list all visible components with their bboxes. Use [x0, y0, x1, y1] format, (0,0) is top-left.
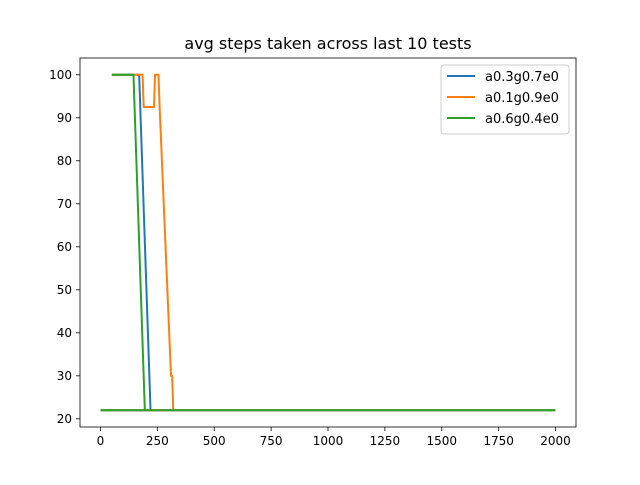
x-tick-label: 1750	[483, 434, 514, 448]
y-tick-label: 40	[57, 326, 72, 340]
x-tick-label: 0	[97, 434, 105, 448]
legend-box	[440, 64, 570, 135]
x-tick-label: 750	[260, 434, 283, 448]
y-tick-label: 60	[57, 240, 72, 254]
legend-label: a0.6g0.4e0	[485, 112, 559, 127]
legend-label: a0.1g0.9e0	[485, 91, 559, 106]
series-line-0-segment-0	[111, 73, 152, 411]
x-tick-label: 250	[146, 434, 169, 448]
y-tick-label: 50	[57, 283, 72, 297]
y-tick-label: 70	[57, 197, 72, 211]
x-tick-label: 1250	[370, 434, 401, 448]
y-tick-label: 100	[49, 68, 72, 82]
legend-label: a0.3g0.7e0	[485, 70, 559, 85]
x-tick-label: 1000	[313, 434, 344, 448]
y-tick-label: 30	[57, 369, 72, 383]
y-tick-label: 80	[57, 154, 72, 168]
plot-area	[100, 73, 556, 412]
y-tick-label: 90	[57, 111, 72, 125]
y-tick-label: 20	[57, 412, 72, 426]
x-tick-label: 500	[203, 434, 226, 448]
x-tick-label: 2000	[540, 434, 571, 448]
x-tick-label: 1500	[426, 434, 457, 448]
chart-title: avg steps taken across last 10 tests	[184, 34, 471, 53]
legend: a0.3g0.7e0 a0.1g0.9e0 a0.6g0.4e0	[440, 64, 570, 135]
series-line-1-segment-0	[111, 73, 175, 411]
axes: 0 250 500 750 1000 1250 1500 1750 2000 20 30 40 50 60…	[49, 57, 577, 448]
series-line-2-segment-0	[111, 73, 146, 411]
